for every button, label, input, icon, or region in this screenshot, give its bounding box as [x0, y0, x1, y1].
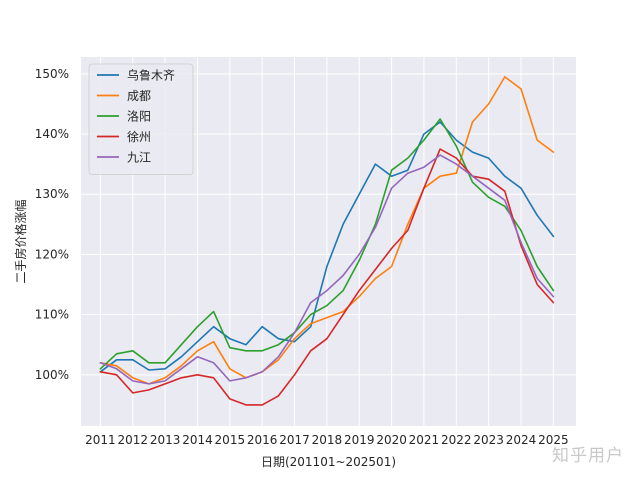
legend-label: 九江	[127, 151, 151, 165]
x-axis-ticks: 2011 2012 2013 2014 2015 2016 2017 2018 2019 2020…	[85, 433, 568, 447]
legend-label: 洛阳	[127, 109, 151, 124]
x-axis-label: 日期(201101~202501)	[261, 455, 396, 469]
x-tick-label: 2024	[506, 433, 537, 447]
y-tick-label: 120%	[35, 247, 69, 261]
x-tick-label: 2012	[117, 433, 148, 447]
y-axis-ticks: 100% 110% 120% 130% 140% 150%	[35, 67, 69, 382]
y-tick-label: 150%	[35, 67, 69, 81]
x-tick-label: 2021	[409, 433, 440, 447]
x-tick-label: 2013	[150, 433, 181, 447]
y-axis-label: 二手房价格涨幅	[13, 199, 28, 283]
legend-label: 乌鲁木齐	[127, 68, 175, 83]
x-tick-label: 2017	[279, 433, 310, 447]
series-line-1	[99, 121, 555, 373]
series-line-5	[99, 154, 555, 385]
x-tick-label: 2020	[376, 433, 407, 447]
x-tick-label: 2014	[182, 433, 213, 447]
x-tick-label: 2025	[538, 433, 569, 447]
x-tick-label: 2019	[344, 433, 375, 447]
y-tick-label: 130%	[35, 187, 69, 201]
legend-box	[88, 63, 194, 175]
y-tick-label: 100%	[35, 368, 69, 382]
x-tick-label: 2018	[312, 433, 343, 447]
y-tick-label: 110%	[35, 308, 69, 322]
series-line-4	[99, 148, 555, 406]
watermark: 知乎用户	[552, 446, 624, 466]
legend-label: 徐州	[127, 129, 151, 144]
series-line-3	[99, 118, 555, 370]
x-tick-label: 2023	[473, 433, 504, 447]
series-line-2	[99, 76, 555, 385]
x-tick-label: 2011	[85, 433, 116, 447]
x-tick-label: 2022	[441, 433, 472, 447]
series-layer	[99, 76, 555, 406]
y-tick-label: 140%	[35, 127, 69, 141]
x-tick-label: 2016	[247, 433, 278, 447]
legend-label: 成都	[127, 89, 151, 103]
x-tick-label: 2015	[215, 433, 246, 447]
